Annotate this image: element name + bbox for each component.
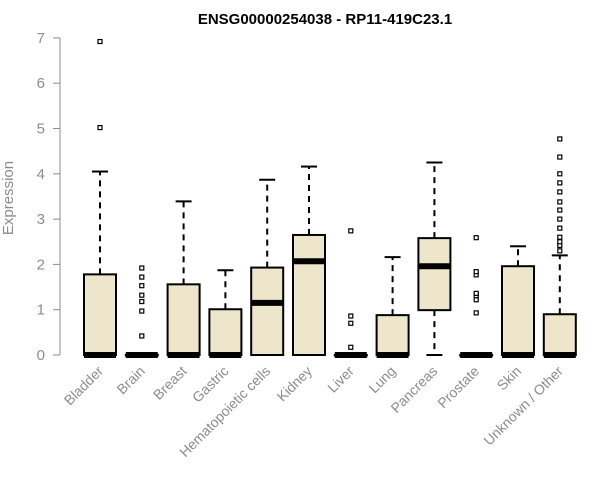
outlier-11-10 [557,171,563,177]
chart-title: ENSG00000254038 - RP11-419C23.1 [198,11,452,28]
box-8 [417,161,452,356]
outlier-0-0 [97,124,103,131]
outlier-9-0 [473,310,479,316]
outlier-6-1 [348,320,354,326]
x-category-label-1: Brain [113,363,147,397]
box-10 [501,245,535,358]
outlier-1-5 [139,274,145,280]
x-category-label-7: Lung [365,363,398,396]
outlier-9-1 [473,297,479,303]
box-3 [208,269,243,358]
outlier-1-4 [139,283,145,289]
box-rect-7 [375,314,410,356]
box-2 [166,200,201,358]
x-category-label-6: Liver [324,363,357,396]
outlier-11-11 [557,154,563,160]
y-tick-label-0: 0 [37,347,45,364]
outlier-11-9 [557,180,563,186]
box-9 [459,235,494,358]
y-tick-label-3: 3 [37,211,45,228]
outlier-1-1 [139,308,145,314]
boxes-group [83,38,577,358]
y-axis: 0 1 2 3 4 5 6 7 [37,30,61,364]
outlier-6-0 [348,344,354,350]
outlier-1-2 [139,298,145,305]
outlier-6-2 [348,313,354,319]
x-category-label-10: Skin [494,363,525,394]
outlier-9-3 [473,290,479,296]
outlier-11-4 [557,225,563,231]
x-category-label-11: Unknown / Other [480,363,566,449]
box-4 [250,178,285,357]
outlier-6-3 [348,228,354,234]
box-1 [124,265,159,358]
box-rect-5 [292,233,326,356]
outlier-11-6 [557,207,563,213]
outlier-11-12 [557,136,563,142]
y-tick-label-5: 5 [37,121,45,138]
outlier-0-1 [97,38,103,45]
outlier-11-5 [557,216,563,222]
box-rect-8 [417,237,452,312]
outlier-11-8 [557,189,563,195]
y-tick-label-4: 4 [37,166,45,183]
box-rect-11 [542,313,577,357]
y-axis-label: Expression [0,161,17,235]
box-7 [375,256,410,358]
box-rect-2 [166,283,201,356]
y-tick-label-2: 2 [37,256,45,273]
x-category-label-9: Prostate [434,363,482,411]
outlier-1-0 [139,333,145,339]
outlier-11-7 [557,199,563,205]
y-tick-label-1: 1 [37,302,45,319]
y-tick-label-6: 6 [37,75,45,92]
box-rect-3 [208,308,243,357]
box-0 [83,38,117,358]
box-6 [333,228,368,358]
box-rect-10 [501,265,535,357]
outlier-9-6 [473,235,479,241]
box-11 [542,136,577,358]
box-5 [292,165,326,356]
x-category-label-0: Bladder [61,363,107,409]
outlier-9-5 [473,269,479,275]
box-rect-4 [250,266,285,357]
outlier-11-3 [557,234,563,240]
outlier-1-6 [139,265,145,271]
outlier-11-2 [557,239,563,245]
x-category-label-5: Kidney [274,363,316,405]
box-rect-0 [83,273,117,356]
x-category-label-2: Breast [150,363,190,403]
outlier-1-3 [139,292,145,298]
y-tick-label-7: 7 [37,30,45,47]
outlier-11-0 [557,248,563,254]
